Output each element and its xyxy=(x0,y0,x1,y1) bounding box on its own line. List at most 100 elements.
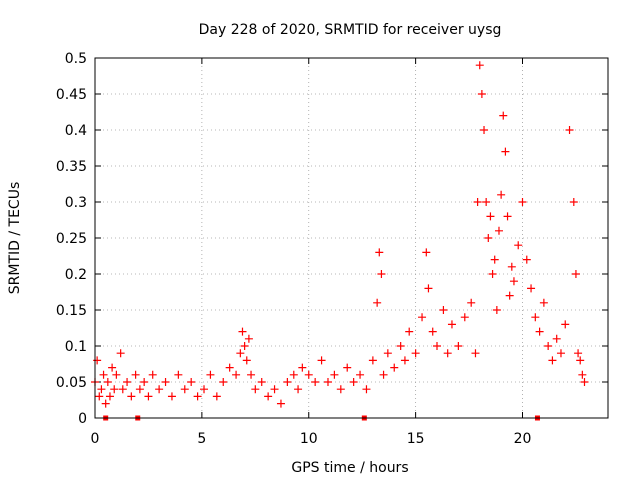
x-tick-label: 5 xyxy=(197,431,206,447)
data-point xyxy=(486,212,495,221)
x-tick-label: 0 xyxy=(91,431,100,447)
y-tick-label: 0.4 xyxy=(65,123,87,139)
y-axis-label: SRMTID / TECUs xyxy=(7,182,23,295)
data-point xyxy=(349,378,358,386)
data-point xyxy=(311,378,320,386)
data-point xyxy=(552,334,561,343)
data-points xyxy=(91,61,589,408)
data-point xyxy=(507,262,516,271)
data-point xyxy=(110,385,119,394)
data-point xyxy=(118,385,127,394)
data-point xyxy=(127,392,136,401)
data-point xyxy=(251,385,260,394)
data-point xyxy=(330,370,339,379)
y-tick-label: 0.45 xyxy=(56,87,87,103)
data-point xyxy=(569,198,578,206)
data-point xyxy=(447,320,456,329)
data-point xyxy=(488,270,497,278)
data-point xyxy=(503,212,512,221)
y-tick-label: 0.5 xyxy=(65,51,87,67)
x-axis-label: GPS time / hours xyxy=(291,460,408,476)
data-point xyxy=(377,270,386,278)
plot-frame xyxy=(94,57,609,419)
data-point xyxy=(505,291,514,300)
data-point xyxy=(379,370,388,379)
data-point xyxy=(97,385,106,394)
data-point xyxy=(471,349,480,358)
data-point xyxy=(556,349,565,358)
grid-lines xyxy=(95,58,608,418)
data-point xyxy=(578,370,587,379)
data-point xyxy=(174,370,183,379)
data-point xyxy=(206,370,215,379)
data-point xyxy=(522,255,531,264)
data-point xyxy=(400,356,409,365)
data-point xyxy=(317,356,326,365)
data-point xyxy=(362,385,371,394)
data-point xyxy=(323,378,332,386)
x-tick-label: 20 xyxy=(514,431,532,447)
data-point xyxy=(482,198,491,206)
data-point xyxy=(475,61,484,70)
data-point xyxy=(304,370,313,379)
data-point xyxy=(180,385,189,394)
y-tick-label: 0.1 xyxy=(65,339,87,355)
data-point xyxy=(484,234,493,242)
data-point xyxy=(219,378,228,386)
data-point xyxy=(212,392,221,401)
data-point xyxy=(492,306,501,314)
data-point xyxy=(270,385,279,394)
data-point xyxy=(232,370,241,379)
data-point xyxy=(264,392,273,401)
data-point xyxy=(161,378,170,386)
data-point xyxy=(539,298,548,307)
data-point xyxy=(518,198,527,206)
data-point xyxy=(356,370,365,379)
data-point xyxy=(155,385,164,394)
data-point xyxy=(561,320,570,329)
data-point xyxy=(95,392,104,401)
data-point xyxy=(443,349,452,358)
data-point xyxy=(140,378,149,386)
data-point xyxy=(390,363,399,372)
data-point xyxy=(375,248,384,257)
data-point xyxy=(167,392,176,401)
data-point xyxy=(368,356,377,365)
data-point xyxy=(240,342,249,350)
data-point xyxy=(93,356,102,365)
y-tick-label: 0.2 xyxy=(65,267,87,283)
data-point xyxy=(276,399,285,408)
data-point xyxy=(497,190,506,199)
data-point xyxy=(499,111,508,120)
data-point xyxy=(531,313,540,322)
data-point xyxy=(490,255,499,264)
data-point xyxy=(433,342,441,350)
data-point xyxy=(105,392,114,401)
data-point xyxy=(200,385,209,394)
data-point xyxy=(424,284,433,293)
y-tick-label: 0.15 xyxy=(56,303,87,319)
data-point xyxy=(405,327,414,336)
data-point xyxy=(580,378,589,386)
data-point xyxy=(501,147,510,156)
data-point xyxy=(225,363,234,372)
data-point xyxy=(135,385,144,394)
axis-ticks: 0 0.05 0.1 0.15 0.2 0.25 0.3 0.35 0.4 0.45 0.5 0 5 10… xyxy=(56,51,608,447)
data-point xyxy=(477,90,486,98)
data-point xyxy=(294,385,303,394)
chart-title: Day 228 of 2020, SRMTID for receiver uys… xyxy=(199,22,502,38)
data-point xyxy=(123,378,132,386)
data-point xyxy=(571,270,580,278)
data-point xyxy=(336,385,345,394)
data-point xyxy=(238,327,247,336)
data-point xyxy=(473,198,482,206)
data-point xyxy=(103,378,112,386)
data-point xyxy=(343,363,352,372)
data-point xyxy=(527,284,536,293)
y-tick-label: 0.05 xyxy=(56,375,87,391)
data-point xyxy=(289,370,298,379)
data-point xyxy=(236,349,245,358)
y-tick-label: 0 xyxy=(78,411,87,427)
